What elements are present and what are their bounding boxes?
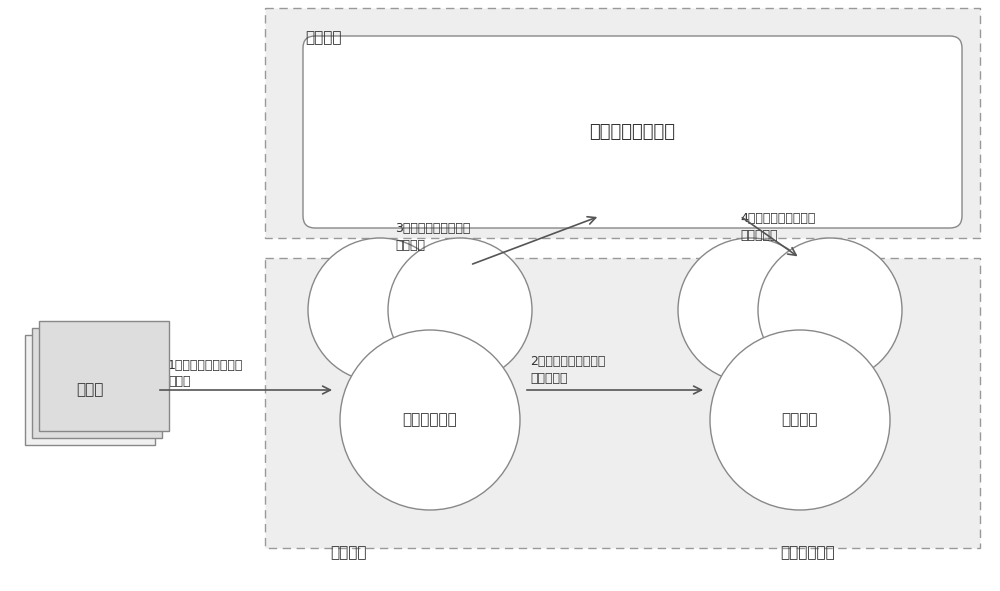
FancyBboxPatch shape bbox=[303, 36, 962, 228]
Text: 电流表: 电流表 bbox=[76, 382, 104, 398]
Circle shape bbox=[308, 238, 452, 382]
Text: 时序数据服务: 时序数据服务 bbox=[780, 545, 835, 560]
Circle shape bbox=[710, 330, 890, 510]
FancyBboxPatch shape bbox=[32, 328, 162, 438]
Text: 2、发送传感器数据点: 2、发送传感器数据点 bbox=[530, 355, 605, 368]
Text: 服务进程: 服务进程 bbox=[782, 413, 818, 427]
FancyBboxPatch shape bbox=[39, 321, 169, 431]
Text: 至服务进程: 至服务进程 bbox=[530, 372, 568, 385]
Text: 1、各种传感器数据结: 1、各种传感器数据结 bbox=[168, 359, 243, 372]
Text: 4、存储记录，确认完: 4、存储记录，确认完 bbox=[740, 212, 815, 225]
Circle shape bbox=[388, 238, 532, 382]
Text: 3、构造记录，写入列: 3、构造记录，写入列 bbox=[395, 222, 470, 235]
Text: 数据采集代理: 数据采集代理 bbox=[403, 413, 457, 427]
Text: 分布式列式数据库: 分布式列式数据库 bbox=[589, 123, 675, 141]
Text: 成写入请求: 成写入请求 bbox=[740, 229, 778, 242]
Circle shape bbox=[758, 238, 902, 382]
FancyBboxPatch shape bbox=[265, 258, 980, 548]
Text: 果上报: 果上报 bbox=[168, 375, 190, 388]
Text: 式数据库: 式数据库 bbox=[395, 239, 425, 252]
FancyBboxPatch shape bbox=[265, 8, 980, 238]
FancyBboxPatch shape bbox=[25, 335, 155, 445]
Text: 数据采集: 数据采集 bbox=[330, 545, 366, 560]
Text: 数据存储: 数据存储 bbox=[305, 30, 342, 45]
Circle shape bbox=[340, 330, 520, 510]
Circle shape bbox=[678, 238, 822, 382]
